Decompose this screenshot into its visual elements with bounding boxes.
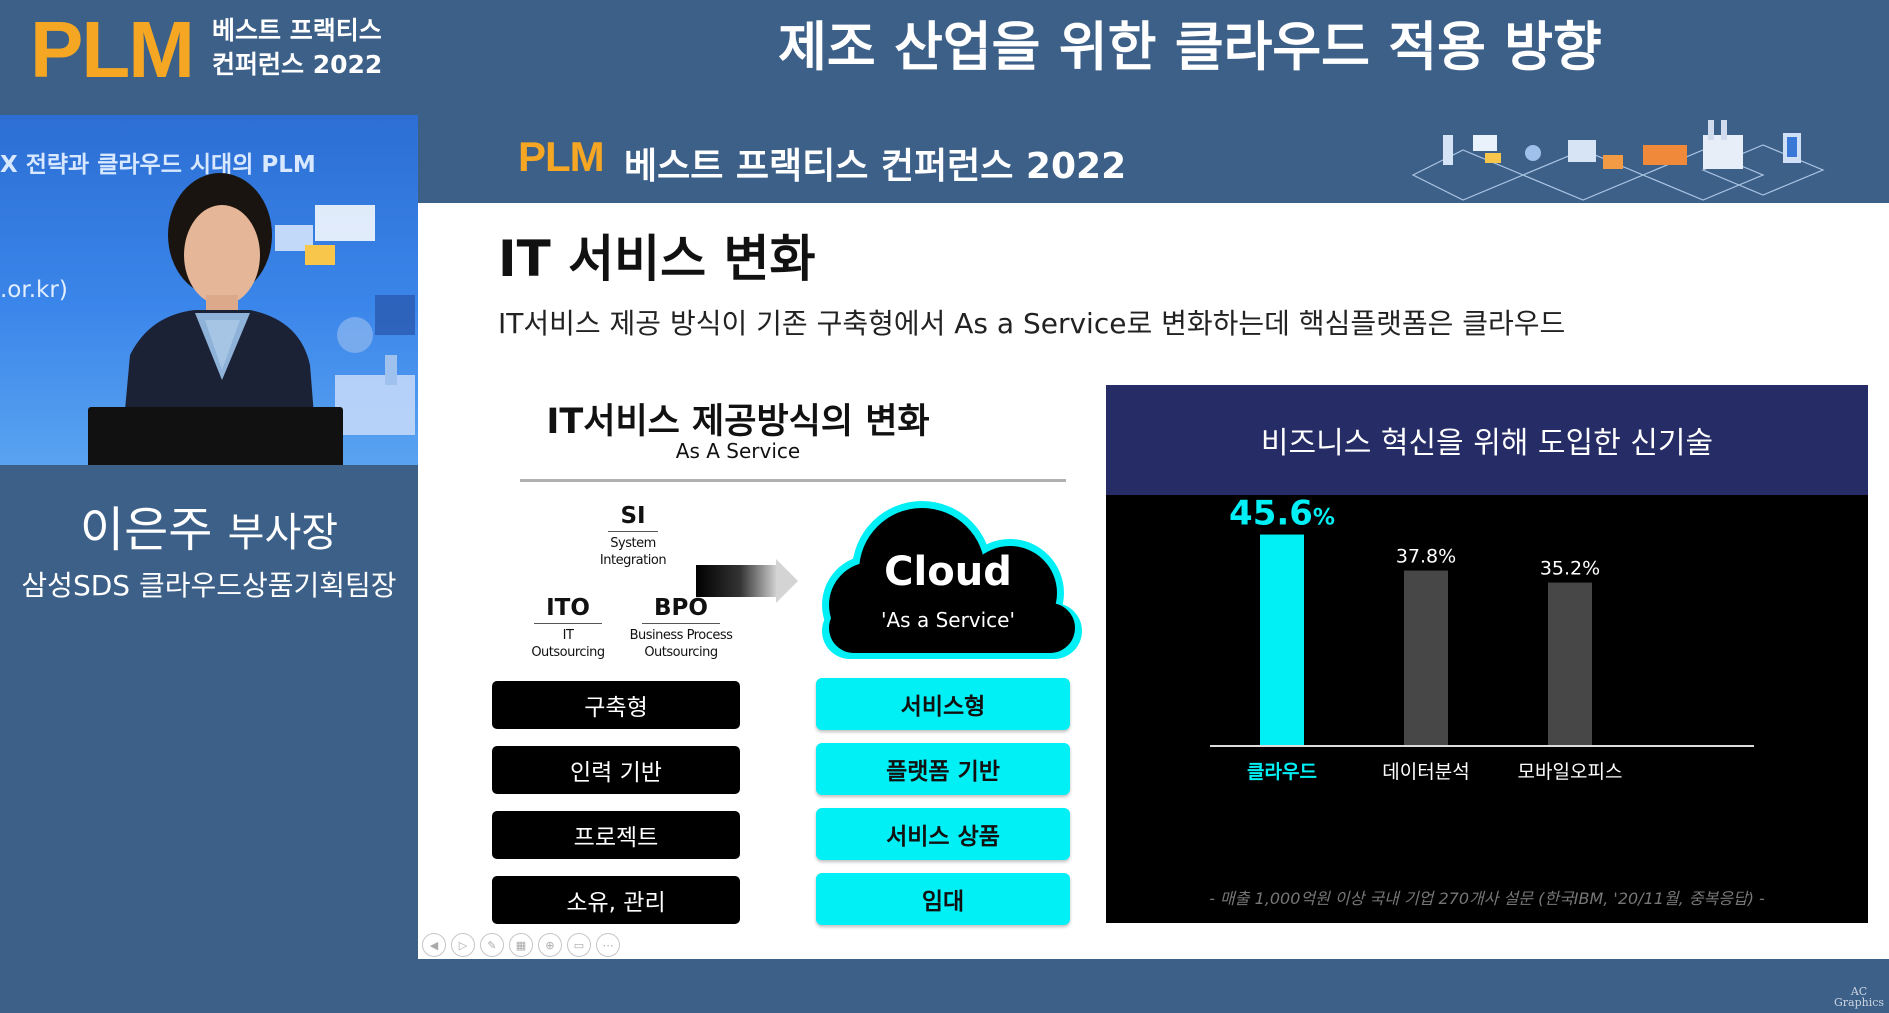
video-background-url-text: .or.kr) bbox=[0, 277, 68, 303]
bpo-label: BPO Business Process Outsourcing bbox=[606, 593, 756, 661]
speaker-name: 이은주 bbox=[79, 502, 213, 558]
old-method-item: 인력 기반 bbox=[492, 746, 740, 794]
slide-banner-logo: PLM bbox=[518, 133, 605, 180]
arrow-head-icon bbox=[776, 559, 798, 603]
watermark-line1: AC bbox=[1850, 985, 1868, 998]
conference-name-line1: 베스트 프랙티스 bbox=[212, 16, 382, 45]
play-icon[interactable]: ▷ bbox=[451, 933, 475, 957]
bar-1 bbox=[1260, 534, 1304, 745]
industry-icons-illustration bbox=[1411, 120, 1825, 201]
cloud-title: Cloud bbox=[884, 549, 1012, 595]
old-method-item: 소유, 관리 bbox=[492, 876, 740, 924]
presentation-slide: IT 서비스 변화 IT서비스 제공 방식이 기존 구축형에서 As a Ser… bbox=[418, 203, 1889, 959]
old-method-item: 구축형 bbox=[492, 681, 740, 729]
speaker-video: X 전략과 클라우드 시대의 PLM .or.kr) bbox=[0, 115, 418, 465]
si-full-name-line1: System bbox=[610, 536, 656, 551]
zoom-icon[interactable]: ⊕ bbox=[538, 933, 562, 957]
factory-illustration bbox=[275, 205, 415, 435]
speaker-organization: 삼성SDS 클라우드상품기획팀장 bbox=[21, 569, 397, 602]
new-method-item: 서비스 상품 bbox=[816, 808, 1070, 860]
more-icon[interactable]: ⋯ bbox=[596, 933, 620, 957]
ito-label: ITO IT Outsourcing bbox=[506, 593, 630, 661]
data-label-2: 37.8% bbox=[1396, 546, 1456, 568]
speaker-role: 부사장 bbox=[227, 510, 339, 556]
diagram-divider bbox=[520, 479, 1066, 482]
diagram-subtitle: As A Service bbox=[675, 439, 801, 463]
pen-icon[interactable]: ✎ bbox=[480, 933, 504, 957]
speaker-desk bbox=[88, 407, 343, 465]
bpo-full-name-line1: Business Process bbox=[629, 628, 733, 643]
new-method-item: 서비스형 bbox=[816, 678, 1070, 730]
data-label-unit: % bbox=[1313, 506, 1335, 531]
category-label-1: 클라우드 bbox=[1247, 761, 1317, 783]
watermark: AC Graphics bbox=[1834, 986, 1884, 1008]
data-label-3: 35.2% bbox=[1540, 558, 1600, 580]
si-full-name-line2: Integration bbox=[599, 553, 667, 568]
cloud-subtitle: 'As a Service' bbox=[881, 608, 1015, 632]
category-label-2: 데이터분석 bbox=[1382, 761, 1469, 783]
si-label: SI System Integration bbox=[568, 501, 698, 569]
slide-description: IT서비스 제공 방식이 기존 구축형에서 As a Service로 변화하는… bbox=[498, 307, 1566, 340]
new-method-item: 플랫폼 기반 bbox=[816, 743, 1070, 795]
ito-full-name-line1: IT bbox=[562, 628, 574, 643]
slide-heading: IT 서비스 변화 bbox=[498, 230, 816, 288]
slide-banner: PLM 베스트 프랙티스 컨퍼런스 2022 bbox=[418, 115, 1889, 203]
bar-chart: 45.6% 클라우드 37.8% 데이터분석 35.2% 모바일오피스 bbox=[1210, 495, 1754, 783]
bpo-abbreviation: BPO bbox=[642, 593, 720, 624]
plm-logo: PLM bbox=[30, 5, 195, 94]
back-icon[interactable]: ◀ bbox=[422, 933, 446, 957]
conference-name-line2: 컨퍼런스 2022 bbox=[212, 50, 383, 79]
watermark-line2: Graphics bbox=[1834, 996, 1885, 1009]
data-label-1: 45.6% bbox=[1229, 495, 1335, 534]
bar-2 bbox=[1404, 570, 1448, 745]
si-abbreviation: SI bbox=[608, 501, 658, 532]
chart-panel: 비즈니스 혁신을 위해 도입한 신기술 45.6% 클라우드 37.8% 데이터분석 3… bbox=[1106, 385, 1868, 923]
speaker-name-line: 이은주 부사장 bbox=[0, 500, 418, 563]
slides-icon[interactable]: ▦ bbox=[509, 933, 533, 957]
bpo-full-name-line2: Outsourcing bbox=[644, 645, 718, 660]
ito-abbreviation: ITO bbox=[534, 593, 602, 624]
old-method-item: 프로젝트 bbox=[492, 811, 740, 859]
slide-banner-title: 베스트 프랙티스 컨퍼런스 2022 bbox=[624, 146, 1127, 187]
chart-title: 비즈니스 혁신을 위해 도입한 신기술 bbox=[1106, 385, 1868, 495]
session-title: 제조 산업을 위한 클라우드 적용 방향 bbox=[778, 17, 1602, 78]
category-label-3: 모바일오피스 bbox=[1518, 761, 1623, 783]
subtitle-icon[interactable]: ▭ bbox=[567, 933, 591, 957]
diagram-title: IT서비스 제공방식의 변화 bbox=[546, 402, 930, 442]
cloud-icon bbox=[822, 501, 1082, 659]
transition-arrow bbox=[696, 565, 776, 597]
chart-source-note: - 매출 1,000억원 이상 국내 기업 270개사 설문 (한국IBM, '… bbox=[1209, 889, 1765, 908]
new-method-item: 임대 bbox=[816, 873, 1070, 925]
slideshow-toolbar: ◀ ▷ ✎ ▦ ⊕ ▭ ⋯ bbox=[422, 933, 620, 957]
ito-full-name-line2: Outsourcing bbox=[531, 645, 605, 660]
bar-3 bbox=[1548, 582, 1592, 745]
conference-name: 베스트 프랙티스 컨퍼런스 2022 bbox=[212, 14, 382, 82]
video-background-text: X 전략과 클라우드 시대의 PLM bbox=[0, 152, 316, 178]
